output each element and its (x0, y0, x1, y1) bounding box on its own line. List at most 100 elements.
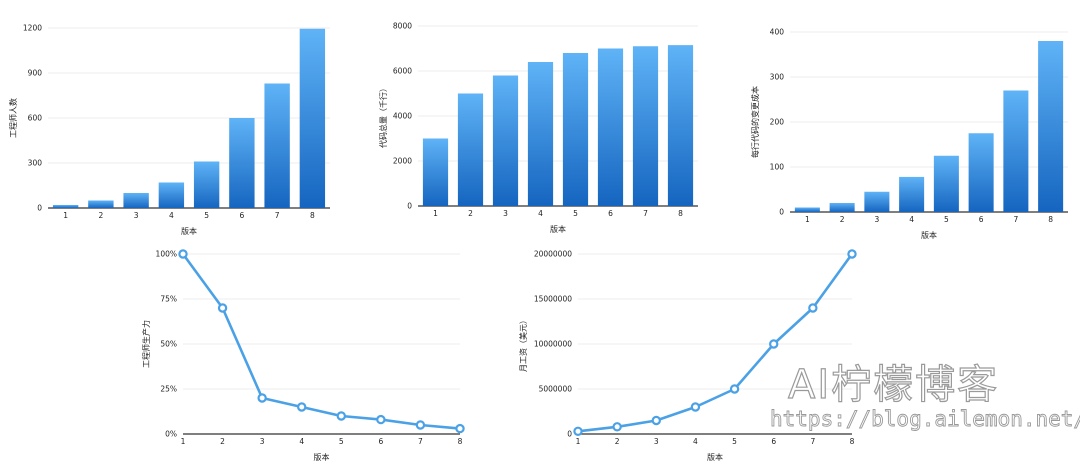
code-size-ytick-label: 8000 (393, 22, 412, 31)
change-cost-ytick-label: 100 (770, 163, 785, 172)
salary-xtick-label: 4 (693, 437, 698, 446)
change-cost-bar (933, 155, 959, 212)
code-size-xtick-label: 5 (573, 209, 578, 218)
engineers-xtick-label: 4 (169, 211, 174, 220)
change-cost-bar (1038, 41, 1064, 212)
code-size-ytick-label: 0 (407, 202, 412, 211)
salary-ytick-label: 0 (567, 430, 572, 439)
productivity-point (297, 402, 307, 412)
salary-point (612, 422, 622, 432)
change-cost-bar (864, 191, 890, 212)
change-cost-bar (968, 133, 994, 212)
productivity-point (415, 420, 426, 430)
change-cost-xtick-label: 7 (1013, 215, 1018, 224)
salary-point (729, 384, 740, 394)
engineers-ytick-label: 300 (28, 159, 43, 168)
change-cost-ytick-label: 200 (770, 118, 785, 127)
engineers-xtick-label: 1 (63, 211, 68, 220)
productivity-ytick-label: 25% (160, 385, 177, 394)
productivity-ytick-label: 50% (160, 340, 177, 349)
salary-point (651, 415, 661, 426)
salary-point (573, 426, 583, 436)
engineers-bar (229, 118, 255, 208)
engineers-bar (52, 205, 79, 208)
engineers-ytick-label: 900 (28, 69, 43, 78)
engineers-bar (193, 161, 220, 208)
salary-point (769, 339, 779, 349)
productivity-point (217, 303, 228, 313)
engineers-ytick-label: 0 (37, 204, 42, 213)
productivity-ytick-label: 100% (156, 250, 177, 259)
engineers-bar-chart: 0 300 600 900 1200 1 2 3 4 5 6 7 8 版本 工程师人数 (8, 24, 330, 236)
code-size-bar (422, 138, 449, 206)
productivity-xtick-label: 2 (220, 437, 225, 446)
change-cost-y-axis-label: 每行代码的变更成本 (750, 86, 760, 158)
code-size-bar (457, 93, 484, 206)
engineers-bar (264, 83, 290, 208)
salary-ytick-label: 10000000 (534, 340, 572, 349)
engineers-bar (88, 200, 114, 208)
salary-line-chart: 0 5000000 10000000 15000000 20000000 1 2 3 4 5 6 7 8… (518, 249, 857, 462)
productivity-y-axis-label: 工程师生产力 (141, 320, 151, 368)
salary-xtick-label: 6 (771, 437, 776, 446)
productivity-point (336, 411, 346, 421)
change-cost-ytick-label: 300 (770, 73, 785, 82)
productivity-xtick-label: 7 (418, 437, 423, 446)
salary-y-axis-label: 月工资（美元） (518, 316, 528, 372)
change-cost-xtick-label: 2 (840, 215, 845, 224)
watermark-title: AI柠檬博客 (787, 361, 1000, 408)
change-cost-ytick-label: 400 (770, 28, 785, 37)
salary-xtick-label: 5 (732, 437, 737, 446)
change-cost-xtick-label: 1 (805, 215, 810, 224)
code-size-xtick-label: 2 (468, 209, 473, 218)
change-cost-xtick-label: 6 (979, 215, 984, 224)
productivity-xtick-label: 5 (339, 437, 344, 446)
change-cost-xtick-label: 5 (944, 215, 949, 224)
salary-series-line (577, 253, 854, 433)
salary-xtick-label: 7 (810, 437, 815, 446)
code-size-x-axis-label: 版本 (550, 224, 566, 234)
code-size-xtick-label: 7 (643, 209, 648, 218)
code-size-ytick-label: 4000 (393, 112, 412, 121)
code-size-xtick-label: 6 (608, 209, 613, 218)
engineers-xtick-label: 8 (310, 211, 315, 220)
salary-xtick-label: 2 (615, 437, 620, 446)
change-cost-ytick-label: 0 (779, 208, 784, 217)
engineers-xtick-label: 5 (204, 211, 209, 220)
productivity-xtick-label: 1 (181, 437, 186, 446)
productivity-point (178, 249, 188, 259)
code-size-ytick-label: 6000 (393, 67, 412, 76)
salary-xtick-label: 1 (576, 437, 581, 446)
engineers-bar (123, 193, 149, 208)
productivity-x-axis-label: 版本 (314, 452, 330, 462)
code-size-bar (632, 46, 659, 206)
salary-ytick-label: 15000000 (534, 295, 572, 304)
change-cost-bar-chart: 0 100 200 300 400 1 2 3 4 5 6 7 8 版本 每行代码的变更成本 (750, 28, 1068, 240)
code-size-ytick-label: 2000 (393, 157, 412, 166)
code-size-bar (597, 48, 624, 206)
code-size-xtick-label: 1 (433, 209, 438, 218)
change-cost-bar (829, 203, 855, 212)
change-cost-bar (899, 176, 925, 212)
engineers-xtick-label: 6 (239, 211, 244, 220)
engineers-bar (299, 28, 326, 208)
productivity-ytick-label: 75% (160, 295, 177, 304)
code-size-xtick-label: 3 (503, 209, 508, 218)
productivity-series-line (181, 253, 461, 430)
change-cost-bar (794, 207, 820, 212)
salary-point (808, 303, 818, 313)
code-size-bar (492, 75, 519, 206)
salary-point (690, 402, 701, 412)
engineers-y-axis-label: 工程师人数 (8, 98, 18, 138)
salary-xtick-label: 3 (654, 437, 659, 446)
productivity-line-chart: 0% 25% 50% 75% 100% 1 2 3 4 5 6 7 8 版本 工程师生产力 (141, 249, 465, 462)
salary-ytick-label: 5000000 (539, 385, 573, 394)
code-size-xtick-label: 8 (678, 209, 683, 218)
productivity-point (257, 393, 267, 403)
salary-ytick-label: 20000000 (534, 250, 572, 259)
change-cost-xtick-label: 4 (909, 215, 914, 224)
code-size-y-axis-label: 代码总量（千行） (378, 84, 388, 148)
productivity-xtick-label: 8 (458, 437, 463, 446)
change-cost-bar (1003, 90, 1029, 212)
